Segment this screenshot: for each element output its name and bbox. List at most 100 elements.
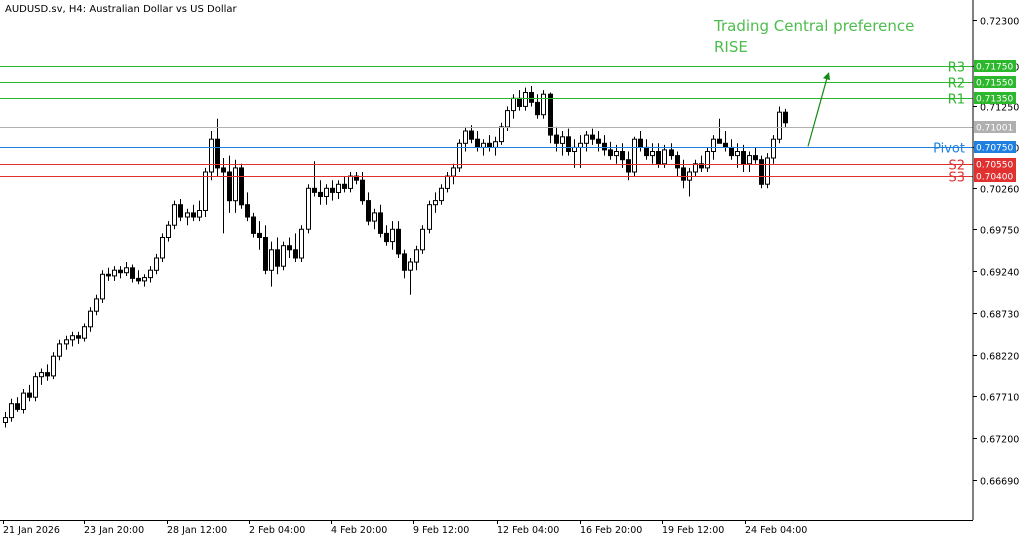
candle-body [723,142,728,148]
candle-body [408,261,413,271]
candles-layer [3,86,788,428]
candle-body [118,269,123,274]
level-name-r1: R1 [948,93,965,108]
candle-body [384,232,389,243]
candle-body [699,163,704,169]
candle-body [669,149,674,157]
level-value-box-text: 0.71350 [976,95,1013,105]
candle-body [312,187,317,193]
y-tick-label: 0.68730 [980,310,1019,321]
candle-body [281,245,286,267]
candle-body [15,403,20,410]
candle-body [535,101,540,116]
candle-body [293,249,298,259]
candle-body [499,126,504,143]
candle-body [160,237,165,259]
candle-body [245,204,250,218]
candle-body [427,204,432,230]
candle-body [644,146,649,157]
candle-body [590,134,595,140]
candle-body [64,339,69,345]
level-value-box-text: 0.70550 [976,161,1013,171]
candle-body [45,372,50,377]
x-tick-label: 23 Jan 20:00 [84,525,144,536]
candle-body [783,111,788,124]
level-value-box-text: 0.70750 [976,144,1013,154]
candle-body [481,142,486,148]
candle-body [215,138,220,169]
current-price-box [974,121,1016,133]
candle-body [705,151,710,169]
candle-body [402,253,407,271]
candle-body [178,204,183,218]
candle-body [336,183,341,194]
candle-body [523,92,528,107]
x-tick-label: 2 Feb 04:00 [249,525,305,536]
candle-body [70,335,75,341]
level-value-box [974,92,1016,104]
candle-body [318,191,323,197]
candle-body [154,257,159,271]
level-name-r3: R3 [948,61,965,76]
candle-body [753,155,758,161]
level-name-pivot: Pivot [933,142,965,157]
candle-body [717,138,722,144]
candle-body [693,163,698,173]
level-value-box [974,158,1016,170]
candle-body [439,187,444,202]
preference-arrow [807,72,830,147]
candle-body [33,376,38,398]
x-tick-label: 4 Feb 20:00 [331,525,387,536]
y-tick-label: 0.68220 [980,352,1019,363]
candle-body [348,175,353,189]
candle-body [275,249,280,267]
candle-body [372,212,377,222]
arrow-head [823,72,830,81]
candle-body [366,200,371,222]
candle-body [445,175,450,189]
candle-body [82,326,87,339]
candle-body [185,212,190,218]
x-tick-label: 12 Feb 04:00 [497,525,559,536]
candle-body [27,392,32,398]
candle-body [9,403,14,419]
candle-body [656,151,661,165]
candle-body [741,151,746,165]
x-tick-label: 9 Feb 12:00 [413,525,469,536]
candle-body [511,97,516,112]
candle-body [420,228,425,251]
candle-body [457,142,462,169]
candle-body [602,142,607,151]
candle-body [51,355,56,377]
candle-body [396,228,401,255]
candle-body [257,232,262,238]
candle-body [203,171,208,211]
candle-body [463,130,468,144]
candle-body [493,141,498,148]
candle-body [650,151,655,157]
candle-body [414,249,419,263]
y-tick-label: 0.71250 [980,103,1019,114]
candle-body [584,134,589,144]
candle-body [614,151,619,157]
candle-body [324,187,329,198]
candle-body [306,187,311,230]
candle-body [39,372,44,378]
candle-body [197,210,202,218]
candle-body [711,138,716,152]
y-tick-label: 0.66690 [980,477,1019,488]
candle-body [765,157,770,185]
candle-body [777,111,782,140]
candle-body [675,155,680,169]
candle-body [76,335,81,339]
candle-body [142,277,147,282]
candle-body [729,146,734,157]
candle-body [360,179,365,202]
y-tick-label: 0.70260 [980,185,1019,196]
candle-body [554,134,559,144]
candle-body [747,155,752,165]
symbol-title: AUDUSD.sv, H4: Australian Dollar vs US D… [5,4,238,15]
